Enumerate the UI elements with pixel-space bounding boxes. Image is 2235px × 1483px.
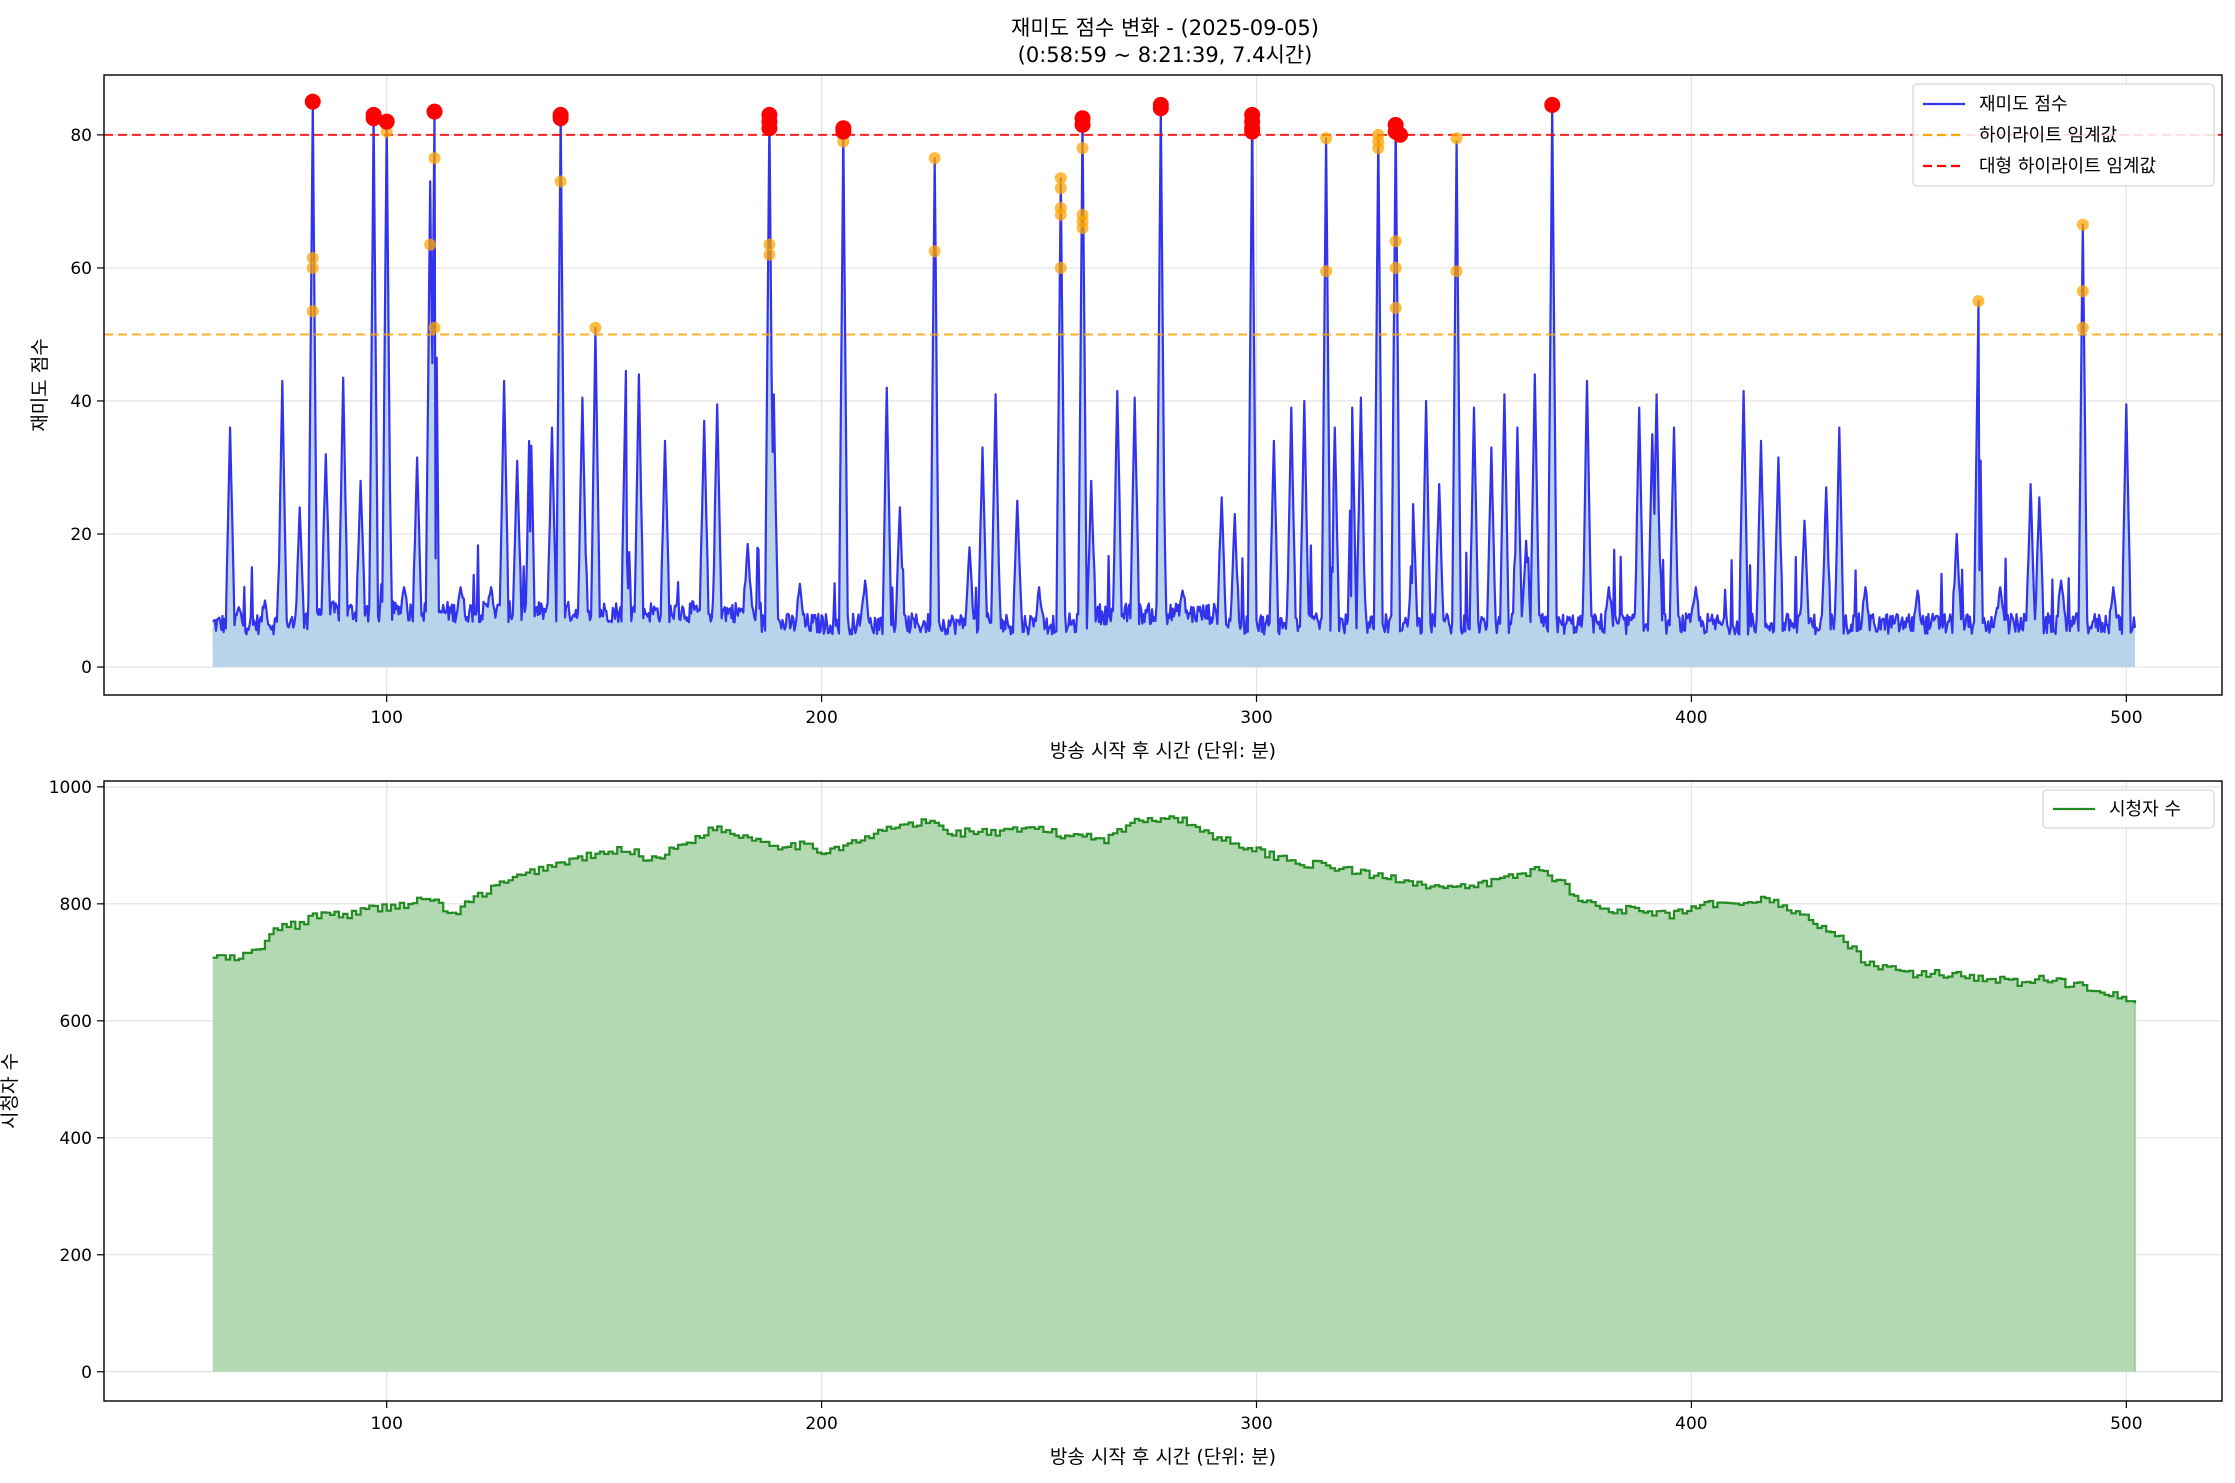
highlight-point — [1054, 172, 1067, 185]
big-highlight-point — [1244, 123, 1261, 140]
highlight-point — [2076, 218, 2089, 231]
figure-title-line1: 재미도 점수 변화 - (2025-09-05) — [1011, 16, 1319, 40]
funscore-area-fill — [212, 101, 2136, 668]
legend-box — [2042, 789, 2215, 829]
c1-x-axis-label: 방송 시작 후 시간 (단위: 분) — [1050, 740, 1276, 762]
big-highlight-point — [761, 120, 778, 137]
highlight-point — [763, 248, 776, 261]
highlight-point — [763, 238, 776, 251]
c2-y-axis-label: 시청자 수 — [0, 1053, 21, 1129]
highlight-point — [428, 321, 441, 334]
big-highlight-point — [426, 103, 443, 120]
highlight-point — [1972, 295, 1985, 308]
legend-box — [1912, 83, 2215, 187]
c1-y-tick-label: 0 — [81, 658, 92, 678]
c1-x-tick-label: 100 — [370, 708, 402, 728]
c1-frame — [103, 74, 2223, 696]
highlight-point — [424, 238, 437, 251]
highlight-point — [1320, 265, 1333, 278]
c2-frame — [103, 780, 2223, 1402]
highlight-point — [306, 261, 319, 274]
highlight-point — [1389, 261, 1402, 274]
c2-y-tick-label: 400 — [60, 1129, 92, 1149]
highlight-point — [2076, 285, 2089, 298]
highlight-point — [1450, 265, 1463, 278]
legend-item-viewers-label: 시청자 수 — [2109, 799, 2181, 820]
big-highlight-point — [1074, 116, 1091, 133]
highlight-point — [1372, 142, 1385, 155]
c1-y-tick-label: 80 — [70, 126, 92, 146]
c1-x-tick-label: 200 — [805, 708, 837, 728]
viewer-line — [212, 815, 2137, 1004]
big-highlight-point — [1152, 100, 1169, 117]
c2-y-tick-label: 1000 — [49, 778, 92, 798]
big-highlight-point — [835, 123, 852, 140]
highlight-point — [554, 175, 567, 188]
c2-x-tick-label: 300 — [1240, 1414, 1272, 1434]
c1-x-tick-label: 400 — [1675, 708, 1707, 728]
highlight-point — [2076, 321, 2089, 334]
c2-y-tick-label: 0 — [81, 1363, 92, 1383]
c2-x-tick-label: 200 — [805, 1414, 837, 1434]
highlight-point — [928, 152, 941, 165]
c2-y-tick-label: 200 — [60, 1246, 92, 1266]
highlight-point — [306, 305, 319, 318]
c1-x-tick-label: 500 — [2110, 708, 2142, 728]
viewer-chart: 100 200 300 400 500 0 200 400 600 800 1000 방송 시작 후 … — [0, 778, 2223, 1468]
highlight-point — [928, 245, 941, 258]
funscore-chart: 100 200 300 400 500 0 20 40 60 80 방송 시작 후 시간 (단위: … — [29, 74, 2223, 762]
c1-y-tick-label: 20 — [70, 525, 92, 545]
c2-x-tick-label: 500 — [2110, 1414, 2142, 1434]
c1-y-tick-label: 60 — [70, 259, 92, 279]
big-highlight-point — [552, 110, 569, 127]
highlight-point — [1076, 142, 1089, 155]
figure-title-line2: (0:58:59 ~ 8:21:39, 7.4시간) — [1018, 43, 1313, 67]
big-highlight-point — [378, 113, 395, 130]
legend-item-big-highlight-threshold-label: 대형 하이라이트 임계값 — [1979, 156, 2156, 177]
highlight-point — [1320, 132, 1333, 145]
c2-y-tick-label: 800 — [60, 895, 92, 915]
c1-y-tick-label: 40 — [70, 392, 92, 412]
highlight-point — [1054, 208, 1067, 221]
highlight-point — [1076, 222, 1089, 235]
c2-x-axis-label: 방송 시작 후 시간 (단위: 분) — [1050, 1446, 1276, 1468]
big-highlight-point — [365, 110, 382, 127]
viewer-area-fill — [212, 816, 2136, 1372]
big-highlight-point — [1544, 96, 1561, 113]
funscore-line — [212, 100, 2137, 636]
big-highlight-point — [1392, 126, 1409, 143]
legend-item-highlight-threshold-label: 하이라이트 임계값 — [1979, 125, 2117, 146]
big-highlight-point — [304, 93, 321, 110]
highlight-point — [1389, 301, 1402, 314]
c2-y-tick-label: 600 — [60, 1012, 92, 1032]
highlight-point — [589, 321, 602, 334]
viewer-legend: 시청자 수 — [2042, 789, 2215, 829]
highlight-point — [428, 152, 441, 165]
highlight-point — [1389, 235, 1402, 248]
c2-x-tick-label: 100 — [370, 1414, 402, 1434]
c1-y-axis-label: 재미도 점수 — [29, 338, 51, 431]
highlight-point — [1054, 182, 1067, 195]
c1-x-tick-label: 300 — [1240, 708, 1272, 728]
highlight-point — [1054, 261, 1067, 274]
legend-item-funscore-label: 재미도 점수 — [1979, 94, 2068, 115]
highlight-point — [306, 251, 319, 264]
highlight-point — [1450, 132, 1463, 145]
c2-x-tick-label: 400 — [1675, 1414, 1707, 1434]
